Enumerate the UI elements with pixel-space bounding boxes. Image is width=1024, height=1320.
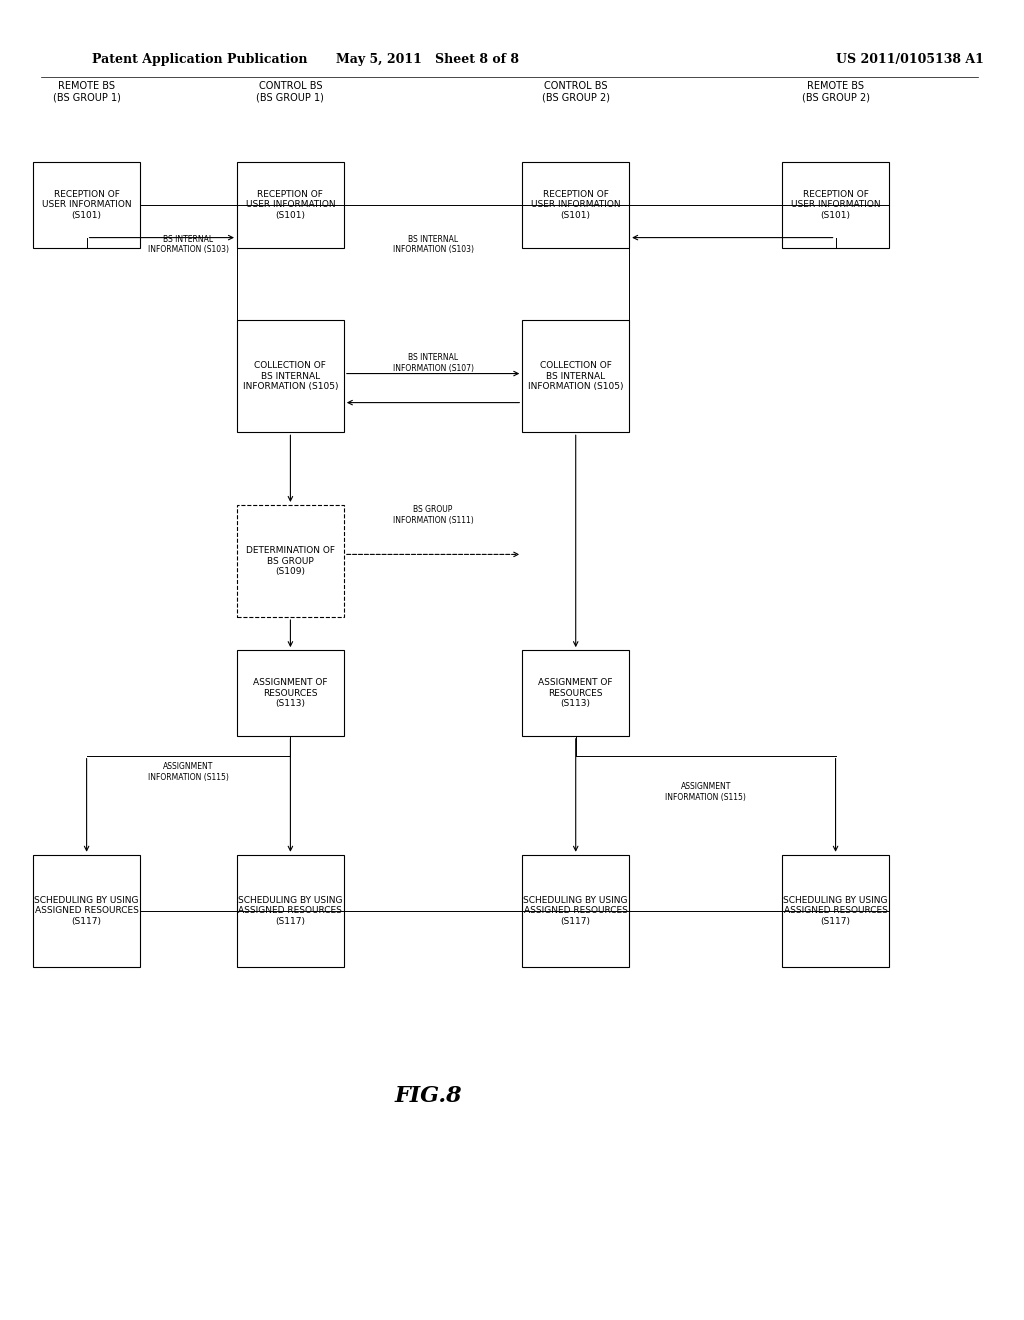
- Text: CONTROL BS
(BS GROUP 2): CONTROL BS (BS GROUP 2): [542, 82, 609, 103]
- Text: SCHEDULING BY USING
ASSIGNED RESOURCES
(S117): SCHEDULING BY USING ASSIGNED RESOURCES (…: [783, 896, 888, 925]
- FancyBboxPatch shape: [522, 162, 629, 248]
- Text: RECEPTION OF
USER INFORMATION
(S101): RECEPTION OF USER INFORMATION (S101): [42, 190, 131, 219]
- Text: ASSIGNMENT
INFORMATION (S115): ASSIGNMENT INFORMATION (S115): [148, 763, 229, 781]
- Text: RECEPTION OF
USER INFORMATION
(S101): RECEPTION OF USER INFORMATION (S101): [530, 190, 621, 219]
- Text: ASSIGNMENT OF
RESOURCES
(S113): ASSIGNMENT OF RESOURCES (S113): [253, 678, 328, 708]
- FancyBboxPatch shape: [237, 649, 344, 737]
- Text: CONTROL BS
(BS GROUP 1): CONTROL BS (BS GROUP 1): [256, 82, 325, 103]
- Text: SCHEDULING BY USING
ASSIGNED RESOURCES
(S117): SCHEDULING BY USING ASSIGNED RESOURCES (…: [523, 896, 628, 925]
- Text: ASSIGNMENT OF
RESOURCES
(S113): ASSIGNMENT OF RESOURCES (S113): [539, 678, 613, 708]
- FancyBboxPatch shape: [237, 321, 344, 433]
- Text: COLLECTION OF
BS INTERNAL
INFORMATION (S105): COLLECTION OF BS INTERNAL INFORMATION (S…: [528, 362, 624, 391]
- FancyBboxPatch shape: [33, 855, 140, 966]
- Text: Patent Application Publication: Patent Application Publication: [92, 53, 307, 66]
- Text: SCHEDULING BY USING
ASSIGNED RESOURCES
(S117): SCHEDULING BY USING ASSIGNED RESOURCES (…: [239, 896, 343, 925]
- Text: RECEPTION OF
USER INFORMATION
(S101): RECEPTION OF USER INFORMATION (S101): [791, 190, 881, 219]
- FancyBboxPatch shape: [237, 162, 344, 248]
- FancyBboxPatch shape: [33, 162, 140, 248]
- Text: COLLECTION OF
BS INTERNAL
INFORMATION (S105): COLLECTION OF BS INTERNAL INFORMATION (S…: [243, 362, 338, 391]
- Text: RECEPTION OF
USER INFORMATION
(S101): RECEPTION OF USER INFORMATION (S101): [246, 190, 335, 219]
- Text: REMOTE BS
(BS GROUP 1): REMOTE BS (BS GROUP 1): [52, 82, 121, 103]
- Text: BS GROUP
INFORMATION (S111): BS GROUP INFORMATION (S111): [392, 506, 473, 524]
- Text: SCHEDULING BY USING
ASSIGNED RESOURCES
(S117): SCHEDULING BY USING ASSIGNED RESOURCES (…: [35, 896, 139, 925]
- FancyBboxPatch shape: [522, 649, 629, 737]
- Text: May 5, 2011   Sheet 8 of 8: May 5, 2011 Sheet 8 of 8: [337, 53, 519, 66]
- Text: BS INTERNAL
INFORMATION (S103): BS INTERNAL INFORMATION (S103): [392, 235, 473, 253]
- Text: ASSIGNMENT
INFORMATION (S115): ASSIGNMENT INFORMATION (S115): [666, 783, 746, 801]
- Text: REMOTE BS
(BS GROUP 2): REMOTE BS (BS GROUP 2): [802, 82, 869, 103]
- FancyBboxPatch shape: [782, 855, 889, 966]
- FancyBboxPatch shape: [522, 321, 629, 433]
- Text: BS INTERNAL
INFORMATION (S107): BS INTERNAL INFORMATION (S107): [392, 354, 473, 372]
- FancyBboxPatch shape: [237, 506, 344, 618]
- Text: FIG.8: FIG.8: [394, 1085, 462, 1106]
- Text: BS INTERNAL
INFORMATION (S103): BS INTERNAL INFORMATION (S103): [148, 235, 229, 253]
- FancyBboxPatch shape: [237, 855, 344, 966]
- FancyBboxPatch shape: [782, 162, 889, 248]
- Text: DETERMINATION OF
BS GROUP
(S109): DETERMINATION OF BS GROUP (S109): [246, 546, 335, 576]
- FancyBboxPatch shape: [522, 855, 629, 966]
- Text: US 2011/0105138 A1: US 2011/0105138 A1: [836, 53, 983, 66]
